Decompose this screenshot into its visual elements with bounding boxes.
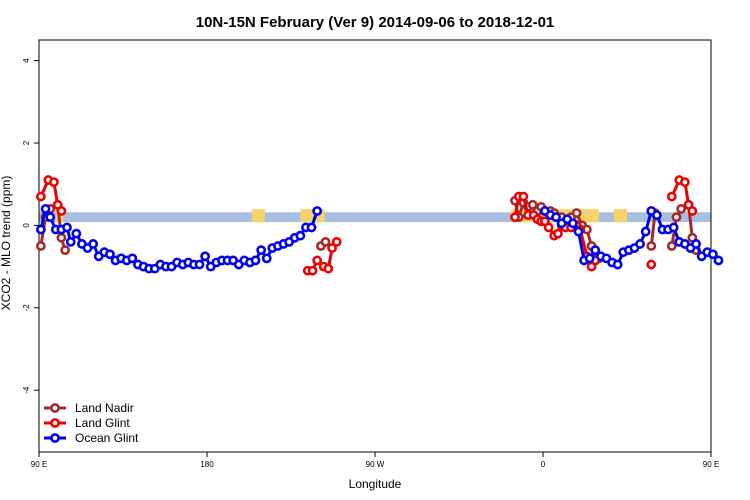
ocean-glint-point bbox=[691, 239, 701, 249]
ocean-glint-point bbox=[194, 259, 205, 270]
land-glint-point bbox=[646, 259, 657, 270]
land-nadir-point bbox=[60, 245, 71, 256]
land-glint-point bbox=[679, 177, 690, 188]
land-glint-point bbox=[543, 222, 554, 233]
ocean-glint-point bbox=[62, 222, 72, 233]
y-tick-label-0: 4 bbox=[22, 58, 31, 63]
land-nadir-point bbox=[35, 241, 46, 251]
ocean-glint-point bbox=[261, 253, 272, 264]
ocean-glint-point bbox=[612, 259, 623, 270]
legend-marker-land-nadir bbox=[50, 403, 60, 413]
legend-label-land-glint: Land Glint bbox=[75, 416, 130, 430]
ocean-glint-point bbox=[573, 226, 584, 237]
land-glint-point bbox=[327, 243, 337, 253]
plot-frame bbox=[38, 39, 712, 453]
ocean-glint-point bbox=[651, 210, 662, 220]
land-glint-point bbox=[323, 263, 334, 274]
ocean-glint-point bbox=[584, 253, 595, 264]
land-nadir-point bbox=[666, 241, 677, 251]
legend-marker-ocean-glint bbox=[50, 433, 60, 443]
ocean-glint-point bbox=[590, 245, 601, 256]
land-patch-top-5 bbox=[613, 213, 627, 223]
land-nadir-point bbox=[320, 236, 331, 247]
land-nadir-point bbox=[671, 212, 682, 223]
land-glint-point bbox=[331, 236, 342, 247]
land-nadir-point bbox=[676, 204, 687, 214]
ocean-glint-point bbox=[312, 206, 323, 216]
ocean-glint-point bbox=[65, 236, 76, 247]
ocean-glint-point bbox=[45, 212, 56, 223]
land-glint-point bbox=[553, 228, 563, 239]
ocean-glint-point bbox=[295, 230, 306, 241]
ocean-glint-point bbox=[640, 226, 651, 237]
land-glint-point bbox=[510, 212, 520, 223]
land-glint-point bbox=[35, 191, 46, 202]
land-glint-point bbox=[687, 206, 698, 216]
y-tick-label-2: 0 bbox=[22, 223, 31, 228]
y-tick-label-4: -4 bbox=[22, 386, 31, 394]
ocean-glint-point bbox=[551, 212, 561, 223]
x-tick-label-2: 90 W bbox=[366, 460, 385, 469]
land-glint-point bbox=[56, 206, 67, 216]
ocean-glint-point bbox=[105, 249, 115, 260]
land-nadir-point bbox=[527, 199, 538, 210]
ocean-glint-point bbox=[713, 255, 724, 266]
land-glint-point bbox=[49, 177, 59, 188]
land-nadir-point bbox=[56, 232, 67, 243]
ocean-glint-point bbox=[306, 222, 317, 233]
ocean-glint-point bbox=[200, 251, 211, 262]
legend-marker-land-glint bbox=[50, 418, 60, 428]
legend-label-ocean-glint: Ocean Glint bbox=[75, 431, 139, 445]
x-tick-label-0: 90 E bbox=[31, 460, 47, 469]
land-nadir-point bbox=[571, 208, 582, 218]
ocean-glint-point bbox=[256, 245, 267, 256]
legend-label-land-nadir: Land Nadir bbox=[75, 401, 134, 415]
land-glint-point bbox=[518, 191, 529, 202]
y-tick-label-1: 2 bbox=[22, 140, 31, 145]
ocean-glint-point bbox=[707, 249, 718, 260]
ocean-glint-point bbox=[635, 239, 645, 249]
ocean-glint-point bbox=[567, 218, 578, 229]
reference-band bbox=[39, 212, 711, 223]
x-tick-label-3: 0 bbox=[541, 460, 546, 469]
ocean-glint-point bbox=[88, 239, 99, 249]
x-tick-label-1: 180 bbox=[200, 460, 214, 469]
x-axis-label: Longitude bbox=[349, 477, 402, 491]
y-tick-label-3: -2 bbox=[22, 304, 31, 312]
land-patch-top-1 bbox=[251, 213, 265, 223]
ocean-glint-point bbox=[40, 204, 51, 214]
ocean-glint-point bbox=[127, 253, 138, 264]
land-glint-point bbox=[307, 265, 318, 276]
ocean-glint-point bbox=[668, 222, 679, 233]
ocean-glint-point bbox=[71, 228, 82, 239]
land-glint-point bbox=[666, 191, 677, 202]
ocean-glint-point bbox=[35, 224, 46, 235]
x-tick-label-4: 90 E bbox=[703, 460, 719, 469]
ocean-glint-point bbox=[250, 255, 261, 266]
land-nadir-point bbox=[646, 241, 657, 251]
y-axis-label: XCO2 - MLO trend (ppm) bbox=[0, 176, 13, 311]
chart-title: 10N-15N February (Ver 9) 2014-09-06 to 2… bbox=[196, 14, 555, 31]
land-glint-point bbox=[312, 255, 323, 266]
